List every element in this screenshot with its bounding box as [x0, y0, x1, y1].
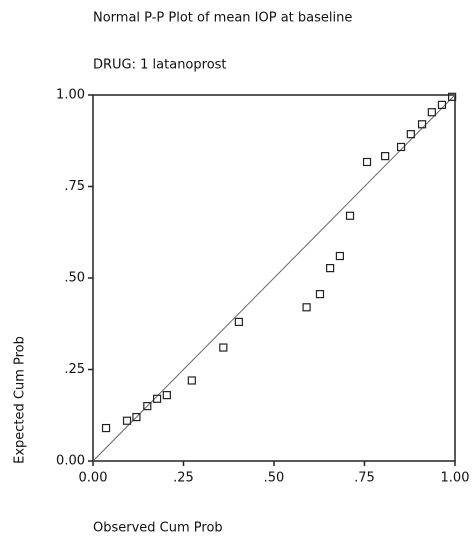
x-axis-label: Observed Cum Prob [93, 521, 223, 536]
point [315, 290, 325, 299]
point [417, 120, 427, 129]
x-tick-label: 1.00 [441, 471, 470, 486]
y-tick-label: 1.00 [56, 88, 85, 103]
point [122, 416, 132, 425]
point [234, 317, 243, 327]
chart-title: Normal P-P Plot of mean IOP at baseline [93, 11, 352, 26]
point [437, 100, 447, 109]
x-tick-label: .75 [354, 471, 375, 486]
y-tick-label: .50 [64, 271, 85, 286]
point [362, 157, 372, 167]
y-tick-label: .75 [64, 179, 85, 194]
point [162, 391, 171, 400]
point [152, 394, 162, 403]
chart-subtitle: DRUG: 1 latanoprost [93, 58, 227, 73]
point [396, 142, 406, 152]
point [302, 303, 311, 312]
point [448, 92, 457, 101]
point [101, 423, 111, 433]
point [335, 251, 344, 261]
point [219, 343, 228, 352]
point [143, 402, 152, 411]
point [326, 264, 335, 273]
point [406, 130, 415, 139]
x-tick-label: .25 [173, 471, 194, 486]
x-tick-label: 0.00 [79, 471, 108, 486]
y-axis-label: Expected Cum Prob [13, 336, 28, 464]
y-tick-label: .25 [64, 362, 85, 377]
point [132, 412, 141, 422]
point [381, 152, 390, 161]
x-tick-label: .50 [264, 471, 285, 486]
point [187, 376, 196, 385]
point [427, 108, 436, 117]
point [345, 211, 355, 220]
y-tick-label: 0.00 [56, 454, 85, 469]
